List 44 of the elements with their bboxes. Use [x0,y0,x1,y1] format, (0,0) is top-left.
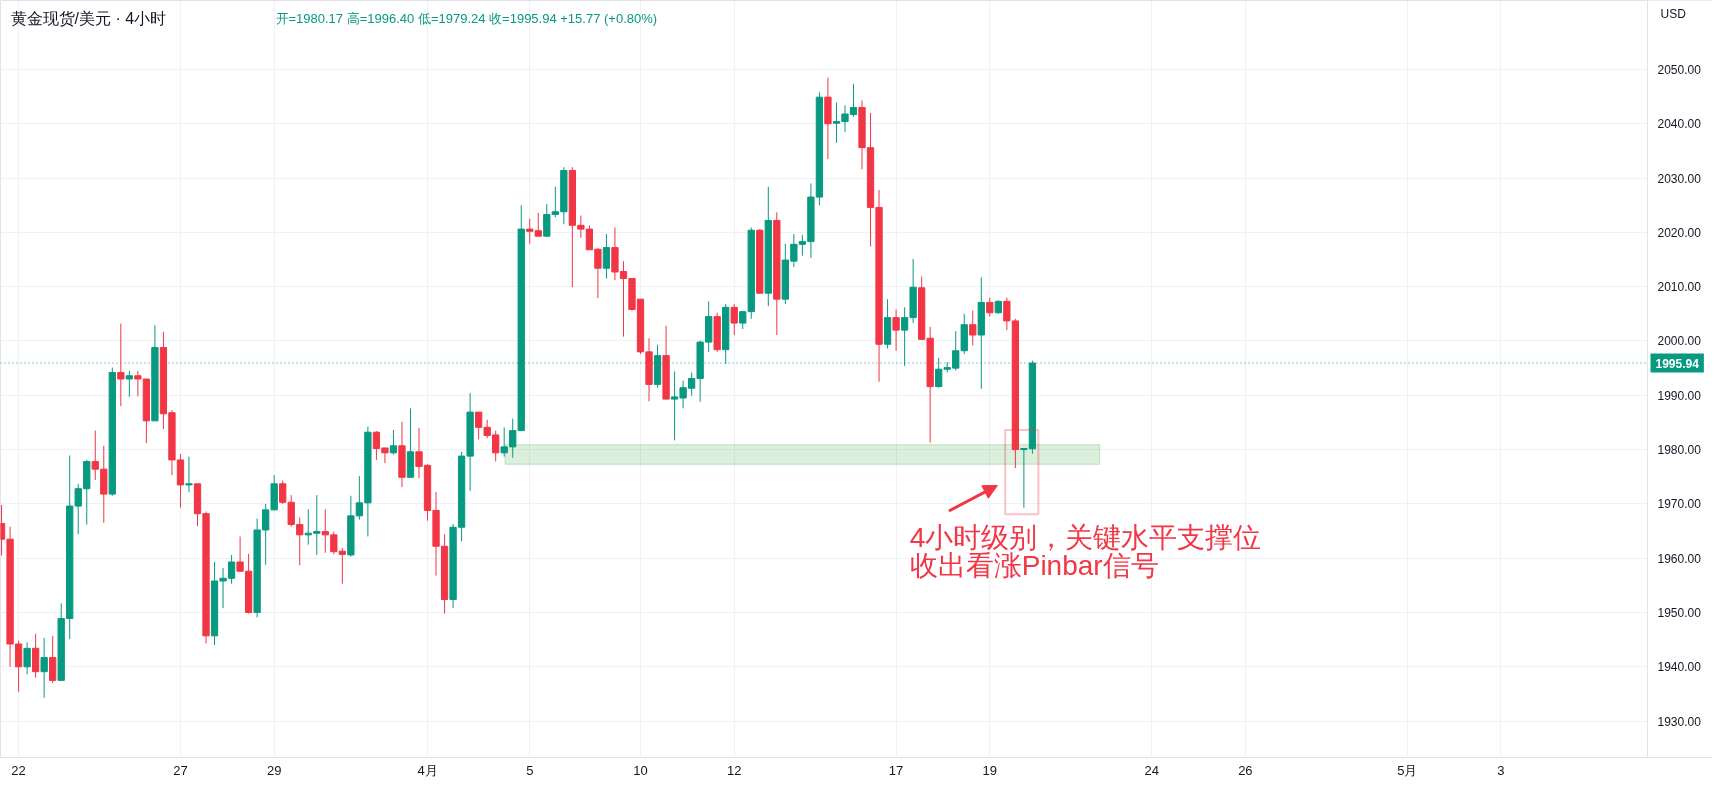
candlestick [117,323,125,407]
y-tick-label: 1930.00 [1657,714,1702,729]
y-tick-label: 1990.00 [1657,388,1702,403]
y-tick-label: 2040.00 [1657,117,1702,132]
y-tick-label: 1940.00 [1657,660,1702,675]
candlestick [730,303,738,336]
candlestick [31,633,40,679]
x-tick-label: 4月 [417,762,438,778]
x-tick-label: 27 [173,762,188,778]
x-tick-label: 5月 [1397,762,1418,778]
ref-line-label: 1995.94 [1655,356,1700,371]
y-tick-label: 1960.00 [1657,551,1702,566]
x-tick-label: 26 [1238,762,1253,778]
y-tick-label: 2030.00 [1657,171,1702,186]
y-axis-title: USD [1660,6,1687,21]
candlestick [40,637,48,699]
y-tick-label: 2010.00 [1657,280,1702,295]
candlestick [389,429,398,455]
x-tick-label: 10 [633,762,648,778]
candlestick [892,308,900,352]
text: 黄金现货/美元 · 4小时 [10,10,167,27]
annotation: 开=1980.17 高=1996.40 低=1979.24 收=1995.94 +15.77 (+0.80%) [275,11,658,26]
y-tick-label: 1980.00 [1657,443,1702,458]
x-tick-label: 17 [888,762,904,778]
candlestick [986,297,994,318]
x-tick-label: 5 [526,762,534,778]
x-tick-label: 22 [11,762,26,778]
candlestick [23,641,31,675]
annotation: 4小时级别，关键水平支撑位 [909,521,1262,553]
x-tick-label: 19 [982,762,998,778]
y-tick-label: 1970.00 [1657,497,1702,512]
x-tick-label: 24 [1144,762,1159,778]
x-tick-label: 29 [266,762,282,778]
candlestick [185,456,193,493]
candlestick [125,370,133,398]
y-tick-label: 2020.00 [1657,225,1702,240]
x-tick-label: 3 [1497,762,1505,778]
candlestick [969,310,977,346]
y-tick-label: 2000.00 [1657,334,1702,349]
y-tick-label: 2050.00 [1657,62,1702,77]
x-tick-label: 12 [726,762,742,778]
y-tick-label: 1950.00 [1657,606,1702,621]
candlestick [49,635,57,684]
candlestick [602,233,611,280]
